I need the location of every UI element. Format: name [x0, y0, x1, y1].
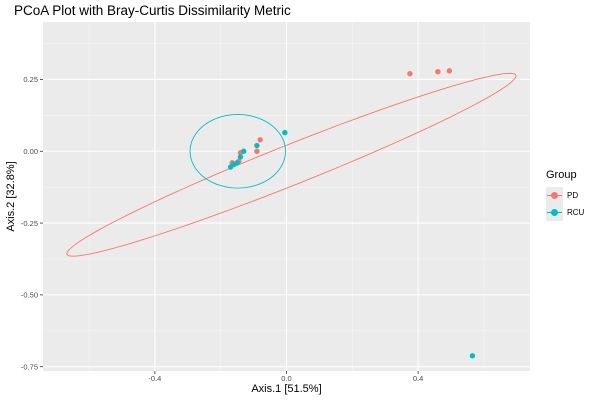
axis-ticks: [40, 79, 419, 374]
y-tick-label: -0.25: [21, 219, 38, 228]
legend-item-rcu: RCU: [546, 204, 584, 221]
y-tick-label: -0.50: [21, 291, 38, 300]
point-pd: [254, 148, 260, 154]
y-tick-label: -0.75: [21, 362, 38, 371]
point-pd: [435, 68, 441, 75]
data-points: [227, 68, 476, 359]
legend-key-rcu: [546, 204, 563, 221]
group-ellipses: [66, 72, 517, 257]
y-tick-label: 0.00: [23, 147, 38, 156]
y-tick-label: 0.25: [23, 75, 38, 84]
point-rcu: [237, 154, 244, 160]
legend-label-rcu: RCU: [567, 208, 585, 217]
legend-key-pd: [546, 187, 563, 204]
point-pd: [446, 68, 453, 74]
point-rcu: [227, 164, 234, 170]
legend-item-pd: PD: [546, 187, 584, 204]
point-rcu: [254, 142, 260, 149]
y-tick-labels: -0.75 -0.50 -0.25 0.00 0.25: [21, 75, 38, 371]
x-tick-label: 0.4: [413, 374, 423, 383]
point-rcu: [241, 148, 247, 154]
y-axis-label: Axis.2 [32.8%]: [5, 161, 17, 231]
point-pd: [407, 71, 413, 77]
legend-title: Group: [546, 169, 577, 181]
major-gridlines: [43, 22, 530, 371]
legend-label-pd: PD: [567, 191, 579, 200]
legend: Group PD RCU: [546, 169, 584, 221]
point-rcu: [469, 353, 476, 359]
ellipse-rcu: [189, 114, 286, 189]
point-pd: [257, 137, 263, 143]
x-axis-label: Axis.1 [51.5%]: [251, 383, 321, 395]
ellipse-pd: [66, 72, 517, 257]
x-tick-labels: -0.4 0.0 0.4: [148, 374, 423, 383]
x-tick-label: 0.0: [281, 374, 291, 383]
x-tick-label: -0.4: [148, 374, 161, 383]
point-rcu: [282, 129, 288, 136]
chart-title: PCoA Plot with Bray-Curtis Dissimilarity…: [14, 3, 291, 18]
